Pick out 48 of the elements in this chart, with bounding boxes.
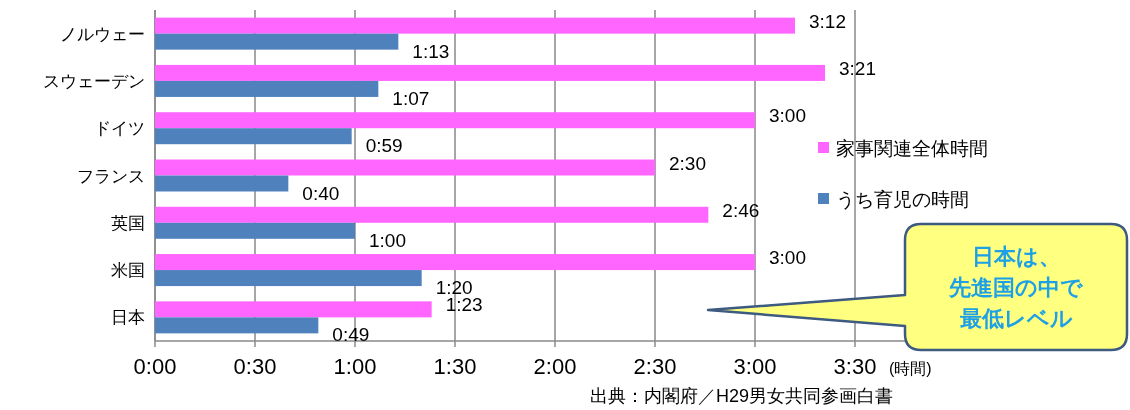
bar	[155, 33, 399, 50]
bar	[155, 80, 379, 97]
y-tick-label: 英国	[111, 213, 145, 233]
bar	[155, 17, 795, 34]
bar	[155, 301, 432, 318]
legend-label: 家事関連全体時間	[836, 138, 988, 159]
bar	[155, 64, 825, 81]
x-tick-label: 3:00	[733, 354, 777, 379]
x-tick-label: 0:30	[233, 354, 277, 379]
data-label: 0:49	[332, 324, 370, 346]
data-label: 1:13	[412, 40, 450, 62]
bar	[155, 317, 319, 334]
legend-label: うち育児の時間	[836, 189, 969, 210]
x-tick-label: 1:00	[333, 354, 377, 379]
data-label: 0:40	[302, 182, 340, 204]
data-label: 3:12	[809, 10, 846, 32]
data-label: 1:00	[369, 229, 406, 251]
source-note: 出典：内閣府／H29男女共同参画白書	[590, 386, 894, 406]
y-tick-label: 米国	[111, 261, 145, 281]
data-label: 3:21	[839, 57, 876, 79]
bar	[155, 206, 709, 223]
y-tick-label: ドイツ	[94, 119, 145, 139]
x-axis-title: (時間)	[889, 360, 932, 377]
bar	[155, 159, 655, 176]
text: 最低レベル	[958, 306, 1073, 331]
x-tick-label: 2:00	[533, 354, 577, 379]
bar	[155, 128, 352, 145]
bar	[155, 222, 355, 239]
y-tick-label: フランス	[77, 166, 145, 186]
data-label: 2:30	[669, 152, 706, 174]
data-label: 3:00	[769, 247, 806, 269]
bar	[155, 270, 422, 287]
x-tick-label: 2:30	[633, 354, 677, 379]
annotation: 先進国の中で	[948, 275, 1083, 300]
y-tick-label: スウェーデン	[43, 71, 145, 91]
y-tick-label: 日本	[111, 308, 145, 328]
data-label: 1:07	[392, 87, 430, 109]
data-label: 3:00	[769, 105, 806, 127]
bar	[155, 112, 755, 129]
x-tick-label: 3:30	[833, 354, 877, 379]
data-label: 2:46	[722, 199, 760, 221]
x-tick-label: 0:00	[133, 354, 177, 379]
y-tick-label: ノルウェー	[60, 24, 145, 44]
bar	[155, 175, 289, 192]
data-label: 0:59	[365, 135, 403, 157]
x-tick-label: 1:30	[433, 354, 477, 379]
bar	[155, 254, 755, 271]
text: 日本は、	[971, 244, 1061, 269]
